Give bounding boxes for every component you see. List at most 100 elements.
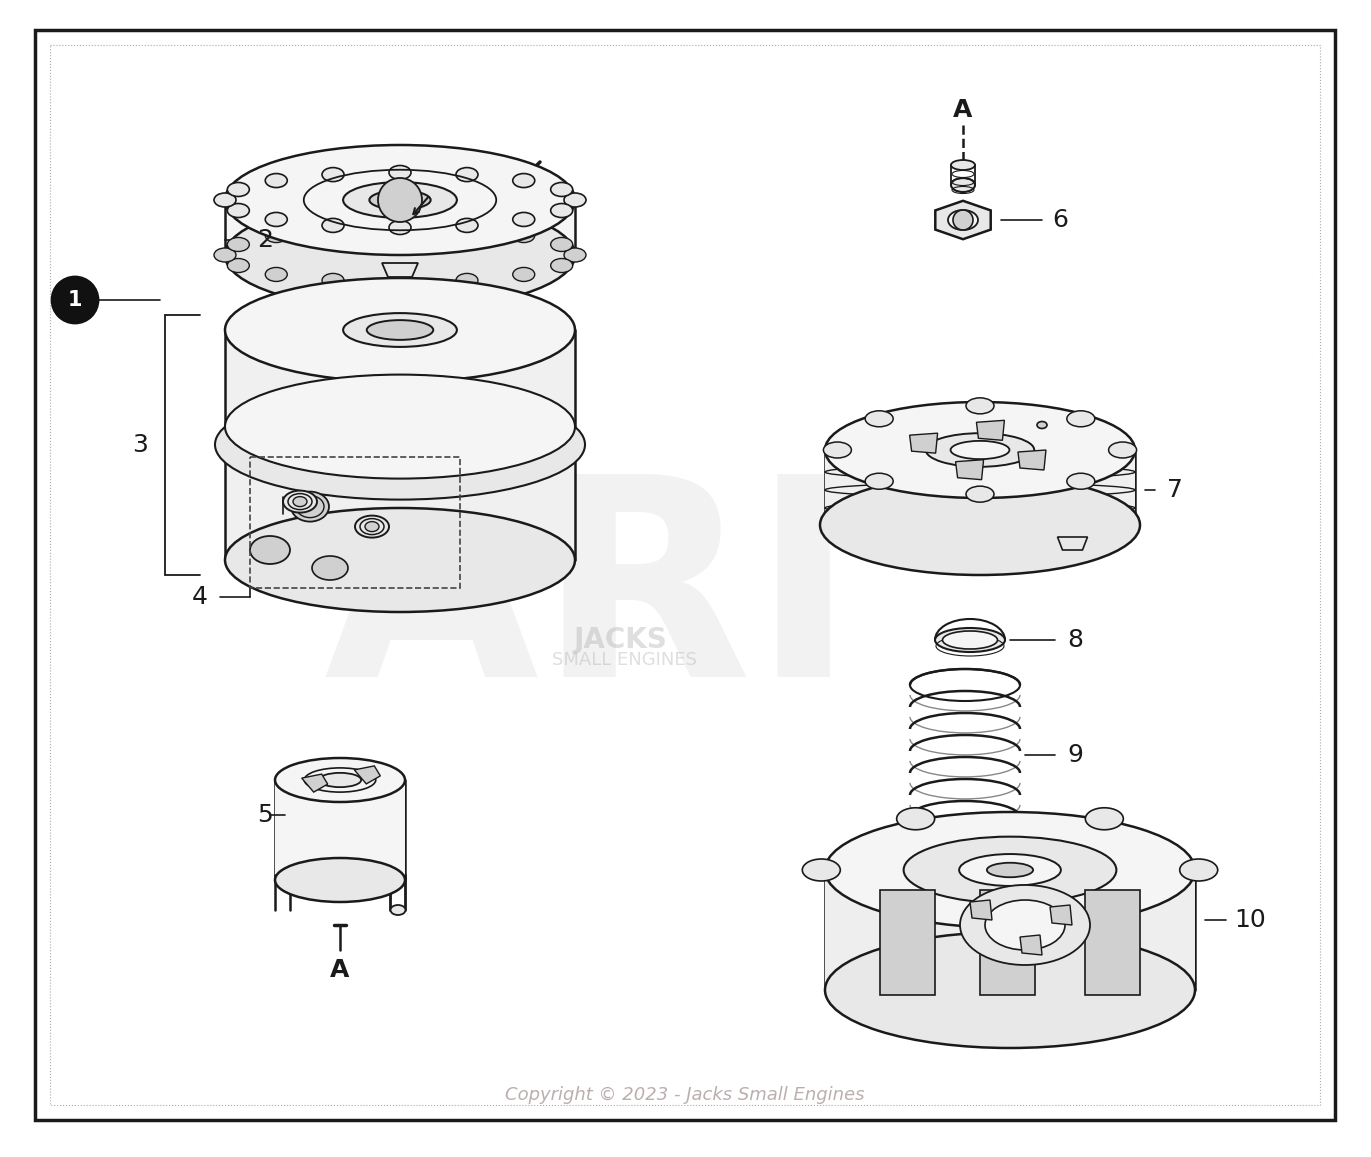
Polygon shape [225,200,574,255]
Polygon shape [1057,537,1087,550]
Polygon shape [302,774,328,793]
Ellipse shape [214,248,236,261]
Text: 10: 10 [1234,908,1265,933]
Ellipse shape [1086,911,1123,933]
Polygon shape [909,433,938,454]
Ellipse shape [513,229,535,243]
Ellipse shape [214,193,236,207]
Ellipse shape [951,178,975,192]
Polygon shape [880,890,935,995]
Circle shape [953,211,973,230]
Ellipse shape [942,631,998,649]
Ellipse shape [825,401,1135,498]
Ellipse shape [343,314,457,347]
Polygon shape [971,900,993,920]
Ellipse shape [825,812,1196,928]
Ellipse shape [513,213,535,227]
Ellipse shape [322,219,344,233]
Polygon shape [956,459,983,480]
Ellipse shape [824,442,851,458]
Ellipse shape [391,905,406,915]
Ellipse shape [225,145,574,255]
Ellipse shape [551,258,573,273]
Polygon shape [1050,905,1072,924]
Ellipse shape [457,168,478,182]
Ellipse shape [563,248,585,261]
Ellipse shape [389,275,411,289]
Polygon shape [276,780,404,880]
Polygon shape [354,766,380,784]
Text: 4: 4 [192,585,208,609]
Ellipse shape [265,267,288,281]
Ellipse shape [228,237,250,251]
Ellipse shape [457,273,478,287]
Ellipse shape [551,183,573,197]
Text: 6: 6 [1052,208,1068,233]
Ellipse shape [457,219,478,233]
Ellipse shape [367,320,433,340]
Ellipse shape [903,837,1116,904]
Ellipse shape [265,174,288,187]
Polygon shape [1020,935,1042,955]
Ellipse shape [343,182,457,218]
Ellipse shape [322,168,344,182]
Ellipse shape [820,476,1141,575]
Ellipse shape [276,858,404,902]
Text: JACKS: JACKS [573,626,666,654]
Ellipse shape [215,390,585,500]
Ellipse shape [513,174,535,187]
Ellipse shape [947,211,978,230]
Ellipse shape [865,411,893,427]
Ellipse shape [228,258,250,273]
Ellipse shape [865,473,893,489]
Ellipse shape [250,536,291,563]
Ellipse shape [967,486,994,502]
Ellipse shape [951,160,975,170]
Ellipse shape [950,441,1009,459]
Ellipse shape [228,183,250,197]
Ellipse shape [987,863,1034,877]
Ellipse shape [513,267,535,281]
Ellipse shape [225,200,574,310]
Ellipse shape [457,222,478,236]
Text: A: A [330,958,350,982]
Text: 8: 8 [1067,628,1083,653]
Polygon shape [383,263,418,277]
Ellipse shape [1036,421,1047,428]
Ellipse shape [925,433,1034,466]
Ellipse shape [276,758,404,802]
Ellipse shape [960,885,1090,965]
Ellipse shape [228,204,250,218]
Ellipse shape [265,229,288,243]
Ellipse shape [984,900,1065,950]
Ellipse shape [967,398,994,414]
Polygon shape [976,420,1005,441]
Ellipse shape [365,522,378,531]
Ellipse shape [551,237,573,251]
Text: A: A [953,98,972,121]
Polygon shape [225,330,574,560]
Bar [250,457,461,588]
Ellipse shape [910,845,1020,877]
Ellipse shape [319,773,361,787]
Polygon shape [1084,890,1141,995]
Ellipse shape [389,221,411,235]
Text: 9: 9 [1067,744,1083,767]
Ellipse shape [1109,442,1137,458]
Text: Copyright © 2023 - Jacks Small Engines: Copyright © 2023 - Jacks Small Engines [506,1086,865,1104]
Ellipse shape [897,808,935,830]
Ellipse shape [389,221,411,235]
Circle shape [52,277,97,323]
Circle shape [378,178,422,222]
Ellipse shape [265,213,288,227]
Ellipse shape [802,858,840,880]
Ellipse shape [322,222,344,236]
Ellipse shape [1086,808,1123,830]
Polygon shape [1017,450,1046,470]
Ellipse shape [551,204,573,218]
Polygon shape [935,201,991,239]
Text: 3: 3 [132,433,148,457]
Polygon shape [825,450,1135,525]
Ellipse shape [1067,473,1095,489]
Text: 1: 1 [67,290,82,310]
